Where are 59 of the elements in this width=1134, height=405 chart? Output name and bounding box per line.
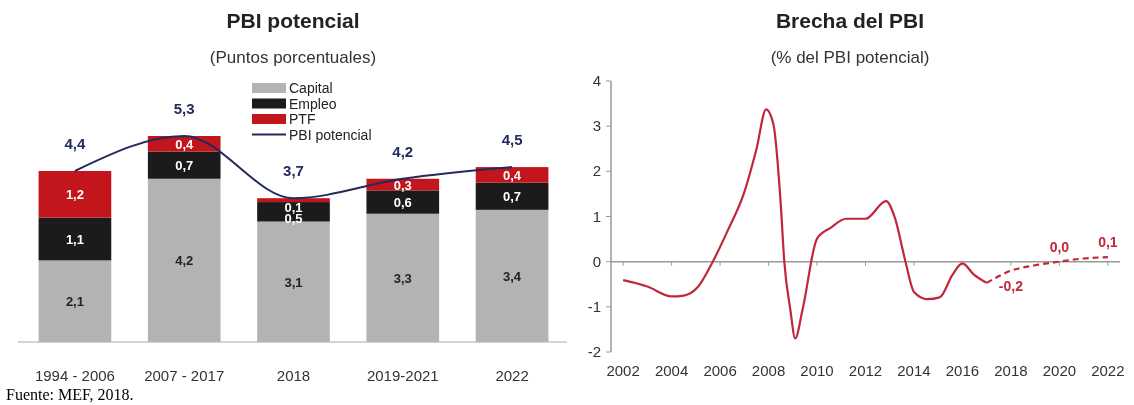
x-tick-label: 2007 - 2017 <box>144 367 225 384</box>
data-label: 0,1 <box>1098 234 1118 251</box>
data-label: 3,1 <box>284 274 303 290</box>
bar <box>366 190 440 214</box>
data-label: 3,3 <box>393 270 412 286</box>
y-tick-label: -2 <box>587 343 601 360</box>
data-label: 4,2 <box>175 253 194 269</box>
data-label: 1,2 <box>65 187 84 203</box>
text: (Puntos porcentuales) <box>209 48 377 67</box>
x-tick-label: 2004 <box>654 362 689 379</box>
data-label: 1,1 <box>65 232 84 247</box>
chart-subtitle: (% del PBI potencial) <box>770 48 930 67</box>
legend-label: PBI potencial <box>289 126 372 143</box>
bar <box>38 217 112 261</box>
x-tick-label: 2010 <box>800 362 834 379</box>
data-label: 4,5 <box>501 131 523 149</box>
x-tick-label: 2020 <box>1042 362 1077 379</box>
source-note: Fuente: MEF, 2018. <box>6 386 134 403</box>
data-label: 4,4 <box>64 134 86 152</box>
data-label: 0,7 <box>175 158 194 174</box>
bar <box>38 170 112 218</box>
x-tick-label: 1994 - 2006 <box>34 367 115 384</box>
chart-title: Brecha del PBI <box>775 9 925 32</box>
data-label: 4,2 <box>392 142 414 160</box>
x-tick-label: 2018 <box>276 367 311 384</box>
x-tick-label: 2022 <box>1091 362 1125 379</box>
bar <box>475 182 549 210</box>
legend-label: Empleo <box>289 95 337 112</box>
legend-label: Capital <box>289 80 333 96</box>
x-tick-label: 2006 <box>703 362 737 379</box>
x-tick-label: 2008 <box>751 362 786 379</box>
data-label: 0,3 <box>393 177 412 193</box>
data-label: 0,0 <box>1049 238 1070 255</box>
data-label: 0,7 <box>503 189 522 205</box>
y-tick-label: 0 <box>592 252 601 270</box>
data-label: 0,4 <box>175 136 195 152</box>
bar <box>147 151 221 179</box>
x-tick-label: 2019-2021 <box>366 367 439 384</box>
data-label: 2,1 <box>65 294 84 310</box>
y-tick-label: 1 <box>592 207 601 225</box>
x-tick-label: 2018 <box>994 362 1028 379</box>
x-tick-label: 2022 <box>495 367 529 384</box>
data-label: 3,7 <box>283 162 304 180</box>
legend-label: PTF <box>289 111 316 127</box>
data-label: 3,4 <box>503 268 522 284</box>
bar <box>257 198 330 203</box>
x-tick-label: 2014 <box>897 362 931 379</box>
data-label: 0,6 <box>393 195 412 211</box>
y-tick-label: 2 <box>592 162 601 180</box>
data-label: -0,2 <box>998 277 1024 294</box>
data-label: 5,3 <box>173 100 195 117</box>
x-tick-label: 2002 <box>606 362 640 379</box>
y-tick-label: 4 <box>592 72 601 89</box>
x-tick-label: 2016 <box>945 362 980 379</box>
x-tick-label: 2012 <box>848 362 883 379</box>
data-label: 0,4 <box>503 167 522 183</box>
y-tick-label: -1 <box>587 297 601 315</box>
text: PBI potencial <box>226 9 360 32</box>
y-tick-label: 3 <box>592 117 601 135</box>
